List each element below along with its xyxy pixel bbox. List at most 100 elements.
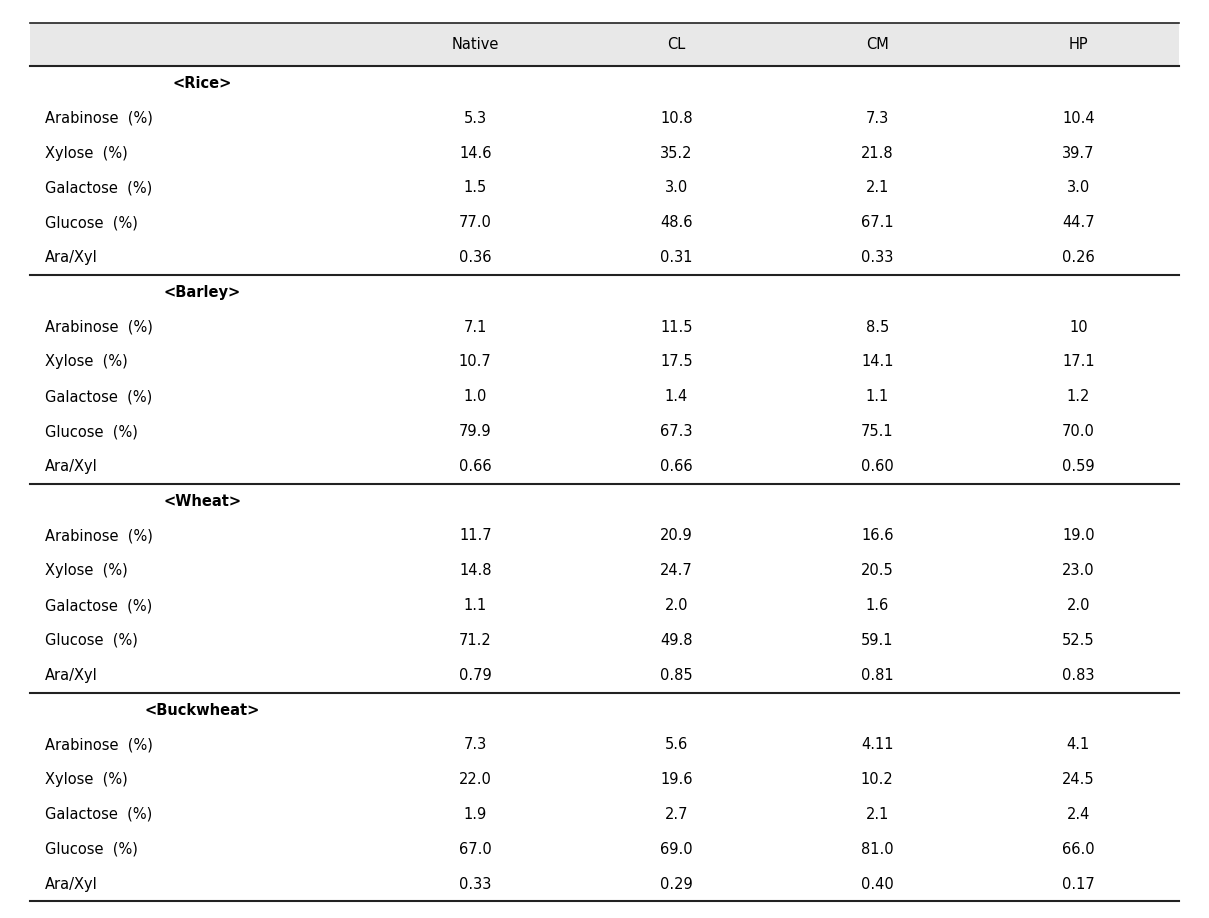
Text: Arabinose  (%): Arabinose (%) — [45, 737, 152, 753]
Text: 44.7: 44.7 — [1062, 215, 1094, 230]
Text: 39.7: 39.7 — [1062, 146, 1094, 161]
Text: 19.6: 19.6 — [660, 772, 693, 787]
Text: 2.0: 2.0 — [1066, 599, 1091, 613]
Text: 81.0: 81.0 — [861, 842, 893, 856]
Text: 14.1: 14.1 — [861, 354, 893, 369]
Text: 24.7: 24.7 — [660, 564, 693, 578]
Text: 14.8: 14.8 — [459, 564, 492, 578]
Text: 0.83: 0.83 — [1062, 667, 1094, 683]
Text: Ara/Xyl: Ara/Xyl — [45, 250, 98, 265]
Text: 1.2: 1.2 — [1066, 389, 1091, 404]
Text: CM: CM — [866, 37, 889, 52]
Text: <Barley>: <Barley> — [164, 285, 241, 300]
Text: Galactose  (%): Galactose (%) — [45, 599, 152, 613]
Text: 1.1: 1.1 — [464, 599, 487, 613]
Text: 11.5: 11.5 — [660, 319, 693, 335]
Text: Xylose  (%): Xylose (%) — [45, 354, 127, 369]
Text: 3.0: 3.0 — [1066, 180, 1089, 196]
Text: 69.0: 69.0 — [660, 842, 693, 856]
Text: Galactose  (%): Galactose (%) — [45, 389, 152, 404]
Text: 0.66: 0.66 — [660, 459, 693, 474]
Text: 1.1: 1.1 — [866, 389, 889, 404]
Text: 71.2: 71.2 — [459, 633, 492, 648]
Text: 7.3: 7.3 — [464, 737, 487, 753]
Text: <Buckwheat>: <Buckwheat> — [145, 702, 260, 718]
Text: 1.5: 1.5 — [464, 180, 487, 196]
Text: 75.1: 75.1 — [861, 424, 893, 439]
Text: Native: Native — [452, 37, 499, 52]
Text: 24.5: 24.5 — [1062, 772, 1094, 787]
Text: 0.40: 0.40 — [861, 877, 893, 891]
Text: 11.7: 11.7 — [459, 529, 492, 543]
Text: 0.17: 0.17 — [1062, 877, 1094, 891]
Text: Glucose  (%): Glucose (%) — [45, 842, 138, 856]
Text: 17.1: 17.1 — [1062, 354, 1094, 369]
Text: 1.4: 1.4 — [665, 389, 688, 404]
Text: 48.6: 48.6 — [660, 215, 693, 230]
Text: Xylose  (%): Xylose (%) — [45, 772, 127, 787]
Text: 0.36: 0.36 — [459, 250, 492, 265]
Text: 10.7: 10.7 — [459, 354, 492, 369]
Text: 20.5: 20.5 — [861, 564, 893, 578]
Text: 70.0: 70.0 — [1062, 424, 1094, 439]
Text: 5.3: 5.3 — [464, 111, 487, 126]
Text: 10.4: 10.4 — [1062, 111, 1094, 126]
Text: 67.0: 67.0 — [459, 842, 492, 856]
Text: 1.9: 1.9 — [464, 807, 487, 822]
Text: 3.0: 3.0 — [665, 180, 688, 196]
Text: Xylose  (%): Xylose (%) — [45, 146, 127, 161]
Text: 2.1: 2.1 — [866, 807, 889, 822]
Text: Arabinose  (%): Arabinose (%) — [45, 529, 152, 543]
Text: 5.6: 5.6 — [665, 737, 688, 753]
Text: 77.0: 77.0 — [459, 215, 492, 230]
Text: 2.7: 2.7 — [665, 807, 688, 822]
Text: Arabinose  (%): Arabinose (%) — [45, 111, 152, 126]
Text: 7.3: 7.3 — [866, 111, 889, 126]
Text: 0.85: 0.85 — [660, 667, 693, 683]
Text: <Wheat>: <Wheat> — [163, 494, 242, 509]
Text: 10: 10 — [1069, 319, 1088, 335]
Text: 2.0: 2.0 — [665, 599, 688, 613]
Text: 1.0: 1.0 — [463, 389, 487, 404]
Text: 10.8: 10.8 — [660, 111, 693, 126]
Text: Glucose  (%): Glucose (%) — [45, 424, 138, 439]
Text: 21.8: 21.8 — [861, 146, 893, 161]
Text: 52.5: 52.5 — [1062, 633, 1094, 648]
Text: 16.6: 16.6 — [861, 529, 893, 543]
Text: 79.9: 79.9 — [459, 424, 492, 439]
Text: 1.6: 1.6 — [866, 599, 889, 613]
Text: 22.0: 22.0 — [459, 772, 492, 787]
Text: 0.59: 0.59 — [1062, 459, 1094, 474]
Text: 14.6: 14.6 — [459, 146, 492, 161]
Text: Galactose  (%): Galactose (%) — [45, 807, 152, 822]
Text: 2.4: 2.4 — [1066, 807, 1091, 822]
Text: 59.1: 59.1 — [861, 633, 893, 648]
Text: 20.9: 20.9 — [660, 529, 693, 543]
Text: 10.2: 10.2 — [861, 772, 893, 787]
Text: Arabinose  (%): Arabinose (%) — [45, 319, 152, 335]
Text: 4.1: 4.1 — [1066, 737, 1089, 753]
Text: 66.0: 66.0 — [1062, 842, 1094, 856]
Text: 2.1: 2.1 — [866, 180, 889, 196]
Text: 17.5: 17.5 — [660, 354, 693, 369]
Text: 0.79: 0.79 — [459, 667, 492, 683]
Text: 19.0: 19.0 — [1062, 529, 1094, 543]
Text: Xylose  (%): Xylose (%) — [45, 564, 127, 578]
Text: 0.60: 0.60 — [861, 459, 893, 474]
Text: 0.66: 0.66 — [459, 459, 492, 474]
Bar — [30, 23, 1179, 66]
Text: Galactose  (%): Galactose (%) — [45, 180, 152, 196]
Text: Glucose  (%): Glucose (%) — [45, 633, 138, 648]
Text: 0.33: 0.33 — [861, 250, 893, 265]
Text: 0.81: 0.81 — [861, 667, 893, 683]
Text: 67.1: 67.1 — [861, 215, 893, 230]
Text: 35.2: 35.2 — [660, 146, 693, 161]
Text: HP: HP — [1069, 37, 1088, 52]
Text: Ara/Xyl: Ara/Xyl — [45, 667, 98, 683]
Text: Glucose  (%): Glucose (%) — [45, 215, 138, 230]
Text: 8.5: 8.5 — [866, 319, 889, 335]
Text: 4.11: 4.11 — [861, 737, 893, 753]
Text: 0.31: 0.31 — [660, 250, 693, 265]
Text: 49.8: 49.8 — [660, 633, 693, 648]
Text: <Rice>: <Rice> — [173, 76, 232, 91]
